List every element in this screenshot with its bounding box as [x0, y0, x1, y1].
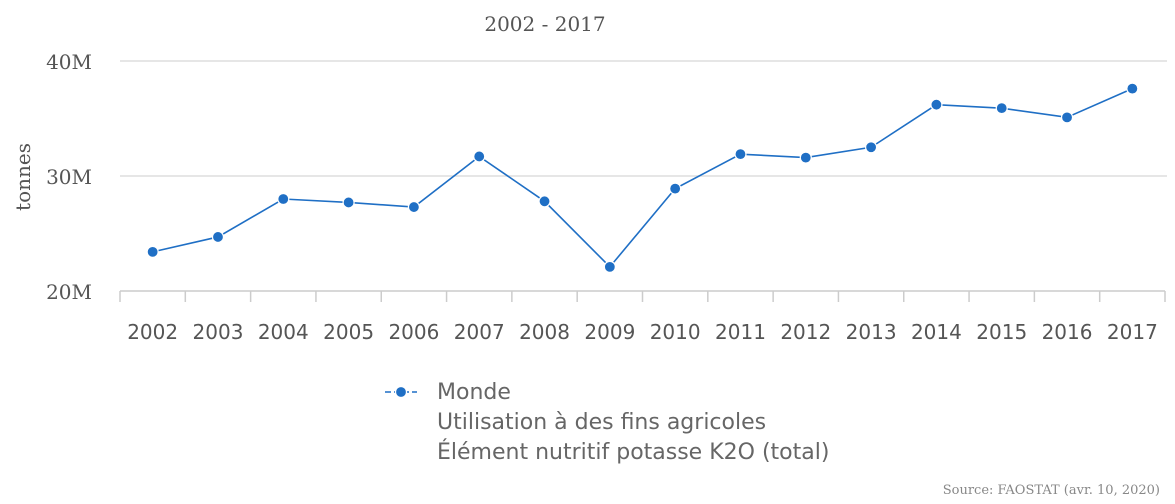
data-point[interactable] [995, 102, 1008, 115]
y-axis-labels: 20M 30M 40M [46, 50, 92, 304]
data-point[interactable] [603, 260, 616, 273]
data-point[interactable] [538, 195, 551, 208]
x-tick-label: 2009 [584, 320, 635, 344]
data-point[interactable] [864, 141, 878, 154]
data-point[interactable] [473, 150, 486, 163]
y-tick-label: 30M [46, 165, 92, 189]
legend-label: Monde [437, 380, 511, 405]
data-point[interactable] [1060, 111, 1074, 124]
x-tick-label: 2004 [258, 320, 309, 344]
x-tick-label: 2014 [911, 320, 962, 344]
data-point[interactable] [342, 196, 355, 209]
data-point[interactable] [799, 151, 812, 164]
x-tick-label: 2006 [388, 320, 439, 344]
x-axis: 2002 2003 2004 2005 2006 2007 2008 2009 2010 2011… [119, 290, 1166, 344]
x-tick-label: 2003 [193, 320, 244, 344]
y-axis-title: tonnes [11, 143, 35, 211]
series-line [152, 87, 1133, 269]
x-tick-label: 2015 [976, 320, 1027, 344]
x-tick-label: 2013 [846, 320, 897, 344]
x-tick-label: 2005 [323, 320, 374, 344]
data-point[interactable] [734, 148, 747, 161]
data-point[interactable] [211, 230, 225, 244]
y-tick-label: 20M [46, 280, 92, 304]
x-tick-label: 2016 [1042, 320, 1093, 344]
data-point[interactable] [407, 200, 421, 214]
x-tick-label: 2012 [780, 320, 831, 344]
data-point[interactable] [1126, 82, 1139, 95]
gridlines [120, 60, 1167, 177]
x-tick-label: 2017 [1107, 320, 1158, 344]
legend-swatch-marker [394, 385, 408, 399]
x-tick-label: 2008 [519, 320, 570, 344]
legend[interactable]: Monde Utilisation à des fins agricoles Élé… [385, 380, 829, 465]
legend-label: Élément nutritif potasse K2O (total) [437, 439, 829, 465]
data-point[interactable] [930, 98, 943, 111]
y-tick-label: 40M [46, 50, 92, 74]
x-tick-label: 2011 [715, 320, 766, 344]
data-point[interactable] [146, 245, 159, 258]
data-point[interactable] [277, 192, 290, 206]
source-note: Source: FAOSTAT (avr. 10, 2020) [943, 483, 1160, 498]
series-layer [146, 82, 1139, 273]
legend-label: Utilisation à des fins agricoles [437, 410, 766, 435]
chart-title: 2002 - 2017 [484, 12, 605, 36]
data-point[interactable] [669, 182, 682, 195]
x-tick-label: 2007 [454, 320, 505, 344]
x-tick-label: 2002 [127, 320, 178, 344]
x-tick-label: 2010 [650, 320, 701, 344]
